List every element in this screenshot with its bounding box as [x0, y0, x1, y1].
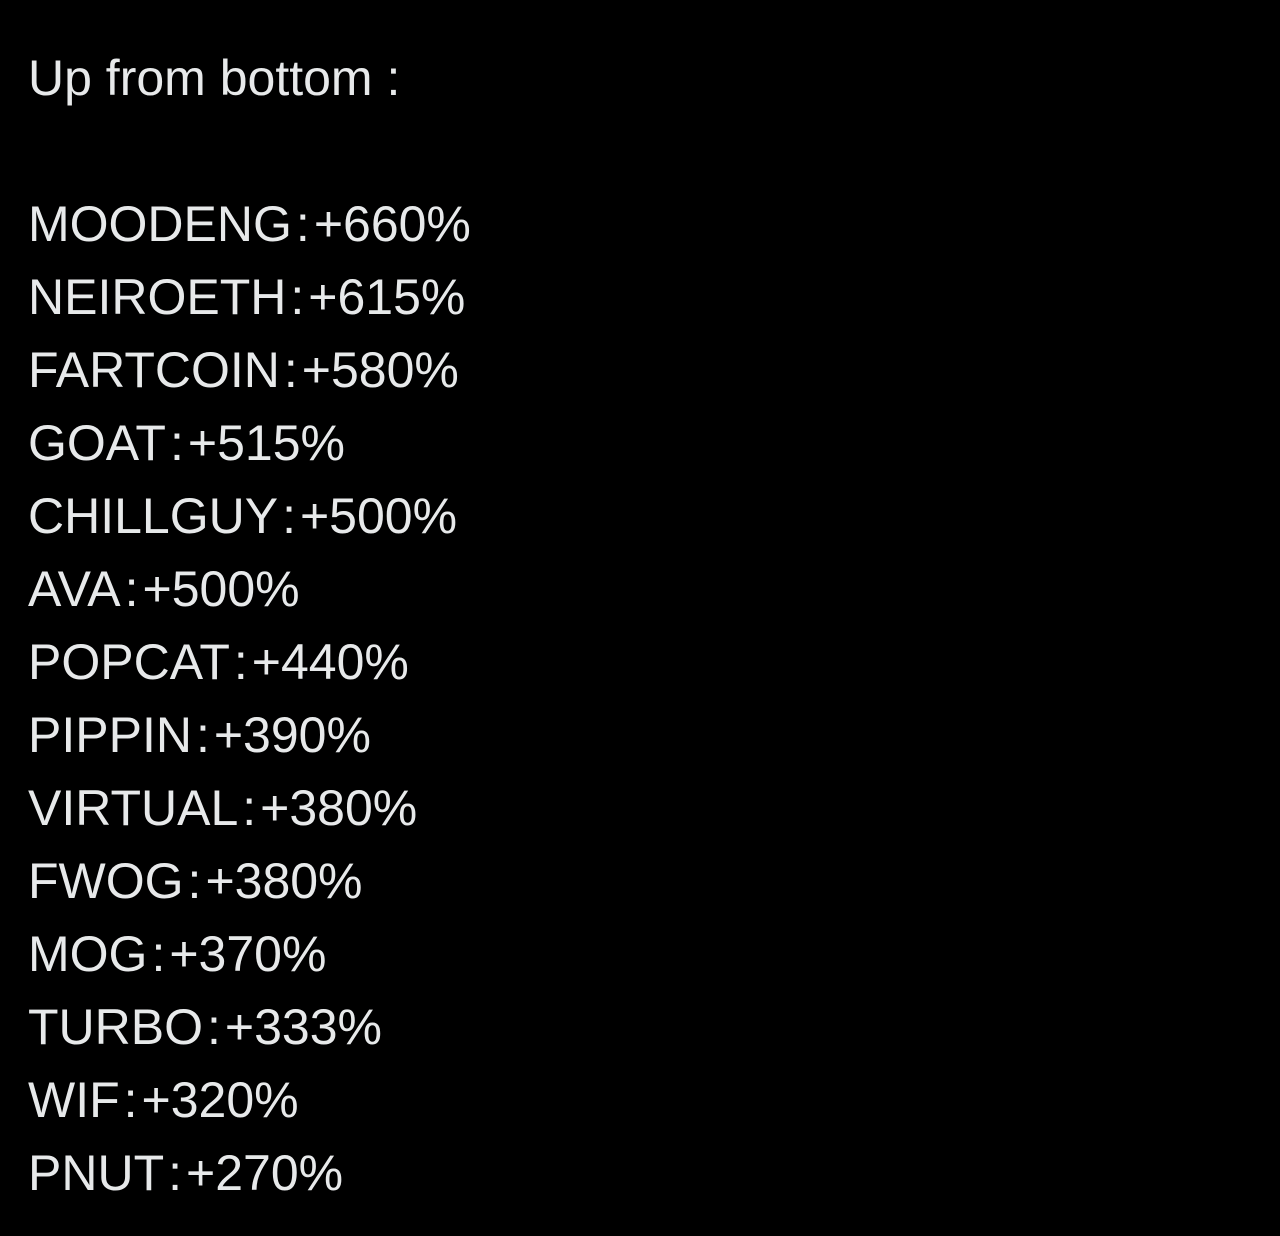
separator: : [151, 926, 166, 982]
blank-line [28, 115, 1248, 188]
separator: : [282, 488, 296, 544]
percent-change: +615% [308, 269, 466, 325]
ticker: GOAT [28, 415, 166, 471]
ticker: NEIROETH [28, 269, 287, 325]
ticker: AVA [28, 561, 121, 617]
ticker: MOG [28, 926, 148, 982]
gains-list: MOODENG:+660% NEIROETH:+615% FARTCOIN:+5… [28, 188, 1248, 1210]
percent-change: +500% [142, 561, 300, 617]
post-text: Up from bottom : MOODENG:+660% NEIROETH:… [28, 42, 1248, 1210]
percent-change: +515% [187, 415, 345, 471]
percent-change: +390% [213, 707, 371, 763]
separator: : [290, 269, 305, 325]
ticker: WIF [28, 1072, 120, 1128]
separator: : [283, 342, 298, 398]
list-item: FARTCOIN:+580% [28, 334, 1248, 407]
list-item: WIF:+320% [28, 1064, 1248, 1137]
separator: : [195, 707, 210, 763]
separator: : [123, 1072, 138, 1128]
list-item: NEIROETH:+615% [28, 261, 1248, 334]
percent-change: +270% [186, 1145, 344, 1201]
percent-change: +320% [141, 1072, 299, 1128]
ticker: VIRTUAL [28, 780, 239, 836]
percent-change: +380% [260, 780, 418, 836]
percent-change: +500% [299, 488, 458, 544]
ticker: FARTCOIN [28, 342, 280, 398]
ticker: PIPPIN [28, 707, 192, 763]
list-item: GOAT:+515% [28, 407, 1248, 480]
list-item: POPCAT:+440% [28, 626, 1248, 699]
percent-change: +580% [301, 342, 459, 398]
list-item: PIPPIN:+390% [28, 699, 1248, 772]
list-item: VIRTUAL:+380% [28, 772, 1248, 845]
separator: : [233, 634, 248, 690]
percent-change: +370% [169, 926, 327, 982]
percent-change: +660% [313, 196, 471, 252]
separator: : [242, 780, 257, 836]
separator: : [187, 853, 202, 909]
list-item: AVA:+500% [28, 553, 1248, 626]
list-item: MOG:+370% [28, 918, 1248, 991]
list-item: TURBO:+333% [28, 991, 1248, 1064]
ticker: CHILLGUY [28, 488, 279, 544]
separator: : [295, 196, 310, 252]
separator: : [207, 999, 221, 1055]
ticker: FWOG [28, 853, 184, 909]
separator: : [124, 561, 139, 617]
list-item: PNUT:+270% [28, 1137, 1248, 1210]
list-item: MOODENG:+660% [28, 188, 1248, 261]
list-item: FWOG:+380% [28, 845, 1248, 918]
ticker: POPCAT [28, 634, 230, 690]
list-item: CHILLGUY:+500% [28, 480, 1248, 553]
ticker: PNUT [28, 1145, 165, 1201]
separator: : [169, 415, 184, 471]
percent-change: +380% [205, 853, 363, 909]
ticker: MOODENG [28, 196, 292, 252]
ticker: TURBO [28, 999, 203, 1055]
percent-change: +333% [224, 999, 382, 1055]
percent-change: +440% [251, 634, 409, 690]
post-heading: Up from bottom : [28, 50, 401, 106]
separator: : [168, 1145, 183, 1201]
